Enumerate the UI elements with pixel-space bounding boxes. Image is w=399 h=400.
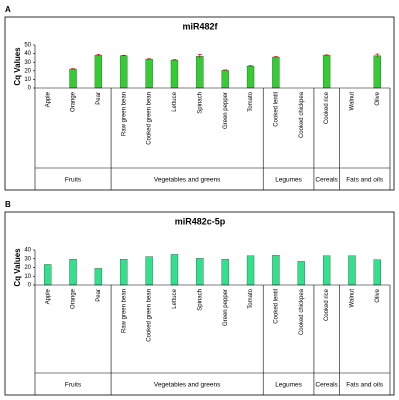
bar <box>94 55 103 89</box>
bar <box>221 259 229 286</box>
x-tick-label: Spinach <box>197 289 203 311</box>
x-tick-label: Cooked green bean <box>147 92 153 145</box>
x-tick-label: Walnut <box>350 289 356 308</box>
bar <box>348 255 356 286</box>
group-label: Vegetables and greens <box>154 382 221 389</box>
bar <box>120 259 128 286</box>
x-tick-label: Cooked lentil <box>273 92 279 127</box>
y-tick-label: 0 <box>28 283 32 289</box>
x-tick-label: Olive <box>375 91 381 105</box>
bar <box>196 258 204 286</box>
group-label: Fats and oils <box>346 382 384 389</box>
x-tick-label: Orange <box>71 288 77 309</box>
y-tick-label: 30 <box>24 60 31 66</box>
y-tick-label: 10 <box>24 274 31 280</box>
panel-label: A <box>5 5 11 14</box>
x-tick-label: Tomato <box>248 91 254 111</box>
x-tick-label: Spinach <box>197 92 203 114</box>
y-tick-label: 20 <box>24 265 31 271</box>
group-label: Fats and oils <box>346 177 384 184</box>
y-axis-label: Cq Values <box>13 248 22 287</box>
bar <box>322 55 331 89</box>
x-tick-label: Raw green bean <box>121 289 127 333</box>
y-tick-label: 20 <box>24 68 31 74</box>
bar <box>373 55 381 89</box>
y-tick-label: 10 <box>24 77 31 83</box>
bar <box>373 259 381 286</box>
y-tick-label: 30 <box>24 256 31 262</box>
x-tick-label: Pear <box>96 92 102 105</box>
group-label: Fruits <box>65 382 82 389</box>
group-label: Legumes <box>275 177 302 184</box>
group-label: Cereals <box>315 382 338 389</box>
x-tick-label: Pear <box>96 289 102 302</box>
panel-label: B <box>5 200 11 209</box>
x-tick-label: Cooked chickpea <box>299 288 305 335</box>
x-tick-label: Lettuce <box>172 288 178 308</box>
chart-title: miR482c-5p <box>175 216 226 226</box>
bar <box>44 264 52 286</box>
y-tick-label: 40 <box>24 51 31 57</box>
y-tick-label: 0 <box>28 86 32 92</box>
bar <box>94 268 103 286</box>
group-label: Fruits <box>65 177 82 184</box>
bar <box>322 255 331 286</box>
x-tick-label: Cooked green bean <box>147 289 153 342</box>
x-tick-label: Green pepper <box>223 289 229 326</box>
bar <box>221 70 229 89</box>
bar <box>246 255 255 286</box>
x-tick-label: Lettuce <box>172 91 178 111</box>
x-tick-label: Apple <box>45 288 51 304</box>
panel-frame <box>4 211 395 396</box>
y-tick-label: 40 <box>24 248 31 254</box>
x-tick-label: Cooked rice <box>324 91 330 124</box>
bar <box>246 65 255 89</box>
x-tick-label: Walnut <box>350 92 356 111</box>
bar <box>170 59 179 89</box>
x-tick-label: Orange <box>71 91 77 112</box>
bar <box>69 68 77 89</box>
group-label: Legumes <box>275 382 302 389</box>
bar <box>196 56 204 89</box>
bar <box>120 55 128 89</box>
panel-frame <box>4 16 395 191</box>
group-label: Vegetables and greens <box>154 177 221 184</box>
x-tick-label: Cooked lentil <box>273 289 279 324</box>
y-tick-label: 50 <box>24 43 31 49</box>
bar <box>272 56 280 89</box>
x-tick-label: Cooked chickpea <box>299 91 305 138</box>
bar <box>170 254 179 286</box>
group-label: Cereals <box>315 177 338 184</box>
x-tick-label: Apple <box>45 91 51 107</box>
x-tick-label: Tomato <box>248 288 254 308</box>
bar <box>297 261 305 286</box>
bar <box>69 259 77 286</box>
chart-title: miR482f <box>182 21 218 31</box>
x-tick-label: Raw green bean <box>121 92 127 136</box>
x-tick-label: Green pepper <box>223 92 229 129</box>
bar <box>145 256 153 286</box>
bar <box>145 59 153 89</box>
x-tick-label: Cooked rice <box>324 288 330 321</box>
y-axis-label: Cq Values <box>13 47 22 86</box>
x-tick-label: Olive <box>375 288 381 302</box>
bar <box>272 255 280 286</box>
